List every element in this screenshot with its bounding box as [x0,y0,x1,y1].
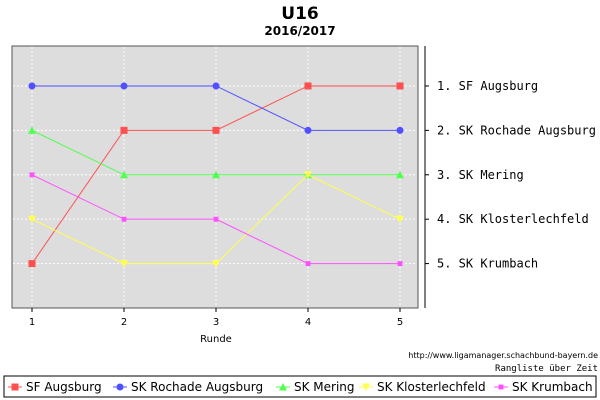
rank-label: 2. SK Rochade Augsburg [437,123,596,137]
legend-label: SK Rochade Augsburg [131,380,263,394]
data-point [396,82,404,90]
legend-entry: SK Rochade Augsburg [113,380,263,394]
source-url: http://www.ligamanager.schachbund-bayern… [408,351,598,360]
legend-entry: SK Klosterlechfeld [359,380,486,394]
data-point [28,215,36,224]
data-point [397,261,403,267]
data-point [28,82,36,90]
x-tick-label: 4 [305,317,311,328]
legend: SF Augsburg SK Rochade Augsburg SK Mering S… [8,380,593,394]
data-point [212,260,220,268]
chart-subtitle: 2016/2017 [264,24,335,38]
x-tick-label: 2 [121,317,127,328]
legend-marker [116,383,124,391]
x-tick-label: 3 [213,317,219,328]
series-sk-rochade-augsburg [28,82,404,134]
data-point [304,82,312,90]
data-point [120,82,128,90]
data-point [28,126,36,134]
data-point [212,170,220,179]
legend-marker [11,383,19,391]
data-point [28,260,36,268]
legend-marker [362,383,370,391]
data-point [396,170,404,179]
x-axis: 1 2 3 4 5 [29,308,403,328]
x-tick-label: 5 [397,317,403,328]
rank-axis: 1. SF Augsburg 2. SK Rochade Augsburg 3. S… [424,46,596,308]
data-point [304,171,312,179]
series-group [28,82,404,268]
legend-marker [279,383,287,391]
legend-marker [498,384,504,390]
legend-label: SF Augsburg [26,380,102,394]
legend-entry: SF Augsburg [8,380,102,394]
data-point [213,216,219,222]
x-axis-label: Runde [200,334,232,345]
data-point [212,82,220,90]
chart-credit: Rangliste über Zeit [495,364,598,374]
series-sk-krumbach [29,172,403,267]
rank-label: 4. SK Klosterlechfeld [437,212,589,226]
data-point [120,126,128,134]
legend-box [3,375,597,398]
series-sk-klosterlechfeld [28,171,404,268]
data-point [120,170,128,179]
data-point [396,126,404,134]
legend-entry: SK Krumbach [494,380,593,394]
legend-label: SK Mering [294,380,355,394]
data-point [305,261,311,267]
series-sk-mering [28,126,404,179]
legend-label: SK Krumbach [512,380,593,394]
data-point [396,215,404,224]
data-point [29,172,35,178]
data-point [120,260,128,268]
data-point [304,126,312,134]
legend-entry: SK Mering [276,380,355,394]
data-point [121,216,127,222]
x-tick-label: 1 [29,317,35,328]
data-point [212,126,220,134]
series-sf-augsburg [28,82,404,268]
chart-title: U16 [281,4,318,24]
rank-label: 3. SK Mering [437,168,524,182]
rank-label: 5. SK Krumbach [437,257,538,271]
legend-label: SK Klosterlechfeld [377,380,486,394]
rank-label: 1. SF Augsburg [437,79,538,93]
